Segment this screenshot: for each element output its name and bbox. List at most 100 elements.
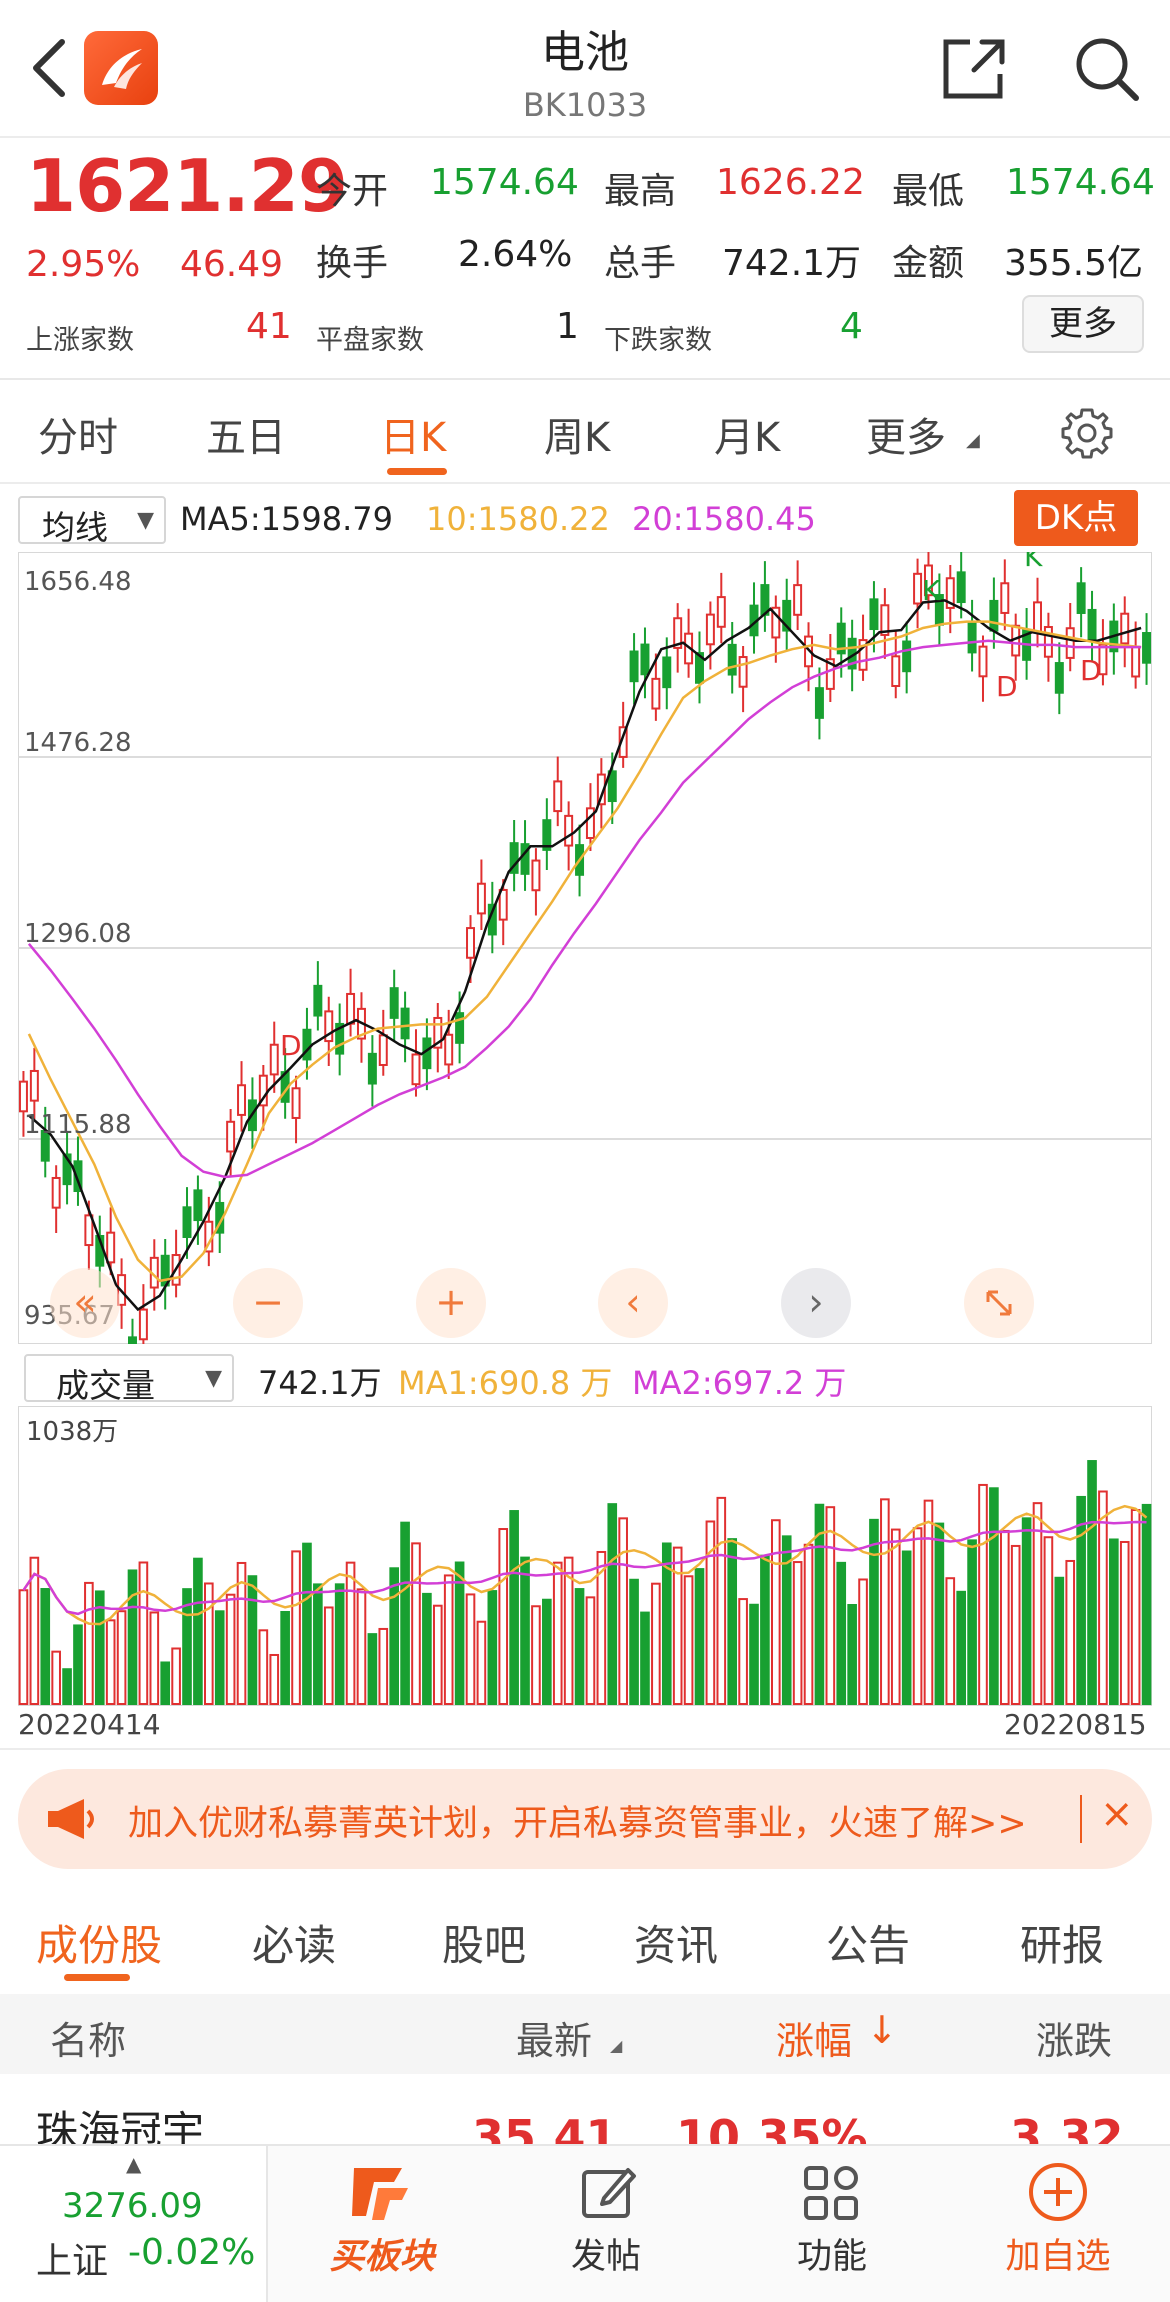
candle-body [1142, 632, 1152, 664]
candle-body [138, 1308, 148, 1341]
tab-more-periods[interactable]: 更多 [866, 415, 946, 461]
index-value: 3276.09 [62, 2186, 203, 2226]
volume-chart[interactable]: 1038万 [18, 1406, 1152, 1706]
volume-bar [269, 1653, 280, 1706]
candle-body [553, 780, 563, 813]
volume-bar [1043, 1536, 1054, 1705]
candle-body [629, 650, 639, 683]
down-count-label: 下跌家数 [604, 325, 712, 356]
search-icon[interactable] [1072, 34, 1142, 104]
tab-must-read[interactable]: 必读 [252, 1921, 337, 1970]
volume-bar [280, 1610, 290, 1705]
active-tab-indicator [387, 468, 447, 475]
volume-bar [29, 1556, 40, 1705]
fast-back-button[interactable]: « [50, 1268, 120, 1338]
volume-bar [18, 1589, 29, 1705]
tab-weekly-k[interactable]: 周K [544, 415, 611, 461]
candle-body [498, 888, 508, 921]
candle-body [455, 1012, 465, 1044]
candle-body [411, 1053, 421, 1086]
volume-bar [1010, 1544, 1021, 1705]
tab-announcements[interactable]: 公告 [826, 1921, 911, 1970]
volume-bar [999, 1529, 1010, 1705]
share-icon[interactable] [940, 36, 1010, 102]
top-header: 电池 BK1033 [0, 0, 1170, 136]
volume-bar [552, 1561, 563, 1705]
turnover-label: 换手 [316, 243, 389, 284]
volume-bar [149, 1611, 160, 1705]
chevron-down-icon: ▼ [205, 1366, 222, 1391]
column-change[interactable]: 涨跌 [1036, 2019, 1113, 2063]
candle-body [367, 1052, 377, 1085]
gear-icon[interactable] [1060, 406, 1114, 460]
candle-body [542, 819, 552, 851]
volume-bar [204, 1582, 214, 1705]
volume-bar [247, 1575, 258, 1705]
zoom-in-button[interactable]: + [416, 1268, 486, 1338]
page-title: 电池 [541, 27, 629, 78]
candle-body [509, 842, 519, 874]
index-name: 上证 [36, 2241, 109, 2282]
fullscreen-icon[interactable] [964, 1268, 1034, 1338]
back-arrow-icon[interactable] [26, 36, 76, 100]
column-name: 名称 [50, 2019, 127, 2063]
down-count: 4 [840, 306, 863, 347]
column-latest[interactable]: 最新 [516, 2019, 593, 2063]
candle-body [1065, 627, 1075, 659]
candle-body [62, 1153, 72, 1186]
candle-body [880, 604, 890, 636]
more-quote-button[interactable]: 更多 [1022, 295, 1144, 353]
d-marker: D [996, 670, 1018, 703]
candle-body [1000, 582, 1010, 614]
candle-body [291, 1087, 301, 1119]
tab-five-day[interactable]: 五日 [206, 415, 286, 461]
dk-point-button[interactable]: DK点 [1014, 490, 1138, 546]
amount-value: 355.5亿 [1004, 243, 1144, 284]
candle-body [433, 1016, 443, 1049]
volume-bar [771, 1519, 781, 1705]
scroll-left-button[interactable]: ‹ [598, 1268, 668, 1338]
close-icon[interactable]: × [1100, 1791, 1134, 1837]
index-widget[interactable]: ▲ 3276.09 上证 -0.02% [0, 2146, 268, 2302]
candle-body [607, 770, 617, 803]
candle-body [793, 584, 803, 616]
candle-body [73, 1160, 83, 1193]
tab-constituents[interactable]: 成份股 [36, 1921, 163, 1970]
candle-body [825, 658, 835, 690]
candle-body [389, 987, 399, 1019]
volume-bar [651, 1582, 661, 1705]
volume-bar [51, 1650, 61, 1705]
nav-label: 发帖 [570, 2237, 641, 2277]
tab-daily-k[interactable]: 日K [380, 415, 447, 461]
candle-body [444, 1033, 454, 1066]
zoom-out-button[interactable]: − [233, 1268, 303, 1338]
volume-indicator-select[interactable]: 成交量 ▼ [24, 1354, 234, 1405]
candle-body [106, 1231, 116, 1264]
tab-news[interactable]: 资讯 [634, 1921, 719, 1970]
volume-bar [901, 1550, 912, 1705]
volume-bar [127, 1569, 138, 1705]
indicator-select[interactable]: 均线 ▼ [18, 496, 166, 547]
sector-code: BK1033 [522, 86, 648, 124]
tab-forum[interactable]: 股吧 [442, 1921, 527, 1970]
tab-intraday[interactable]: 分时 [38, 415, 118, 461]
column-change-pct[interactable]: 涨幅 [776, 2019, 853, 2063]
high-label: 最高 [604, 171, 677, 212]
volume-bar [94, 1590, 105, 1705]
promo-banner[interactable]: 加入优财私募菁英计划，开启私募资管事业，火速了解>> × [18, 1769, 1152, 1869]
open-value: 1574.64 [430, 162, 579, 203]
volume-bar [956, 1590, 966, 1706]
tab-monthly-k[interactable]: 月K [714, 415, 781, 461]
candle-body [978, 645, 988, 678]
x-axis-end-date: 20220815 [1004, 1708, 1147, 1741]
scroll-right-button[interactable]: › [781, 1268, 851, 1338]
volume-bar [890, 1528, 901, 1706]
table-header [0, 1994, 1170, 2074]
volume-bar [1098, 1490, 1108, 1706]
candle-body [913, 572, 923, 605]
tab-research[interactable]: 研报 [1020, 1921, 1105, 1970]
volume-bar [422, 1592, 432, 1705]
volume-bar [334, 1583, 345, 1705]
volume-bar [792, 1561, 803, 1705]
